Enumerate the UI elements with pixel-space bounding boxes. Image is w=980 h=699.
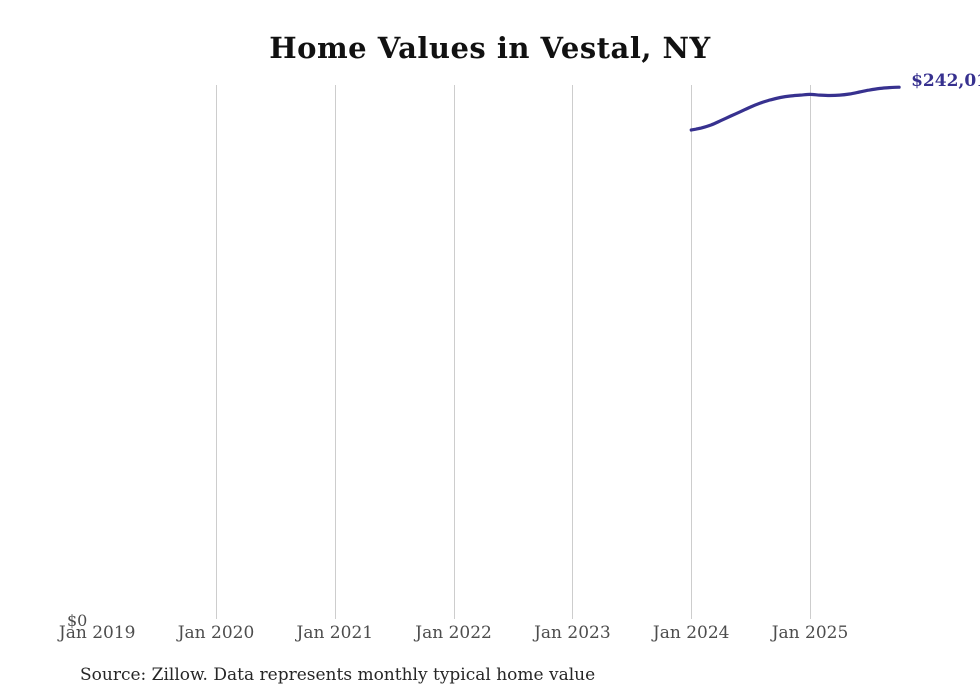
gridline bbox=[453, 85, 455, 619]
gridline bbox=[572, 85, 574, 619]
gridline bbox=[810, 85, 811, 619]
gridline bbox=[691, 85, 693, 619]
x-tick-label: Jan 2024 bbox=[652, 623, 730, 643]
gridline bbox=[216, 85, 217, 619]
home-value-series-line bbox=[689, 85, 901, 132]
x-tick-label: Jan 2021 bbox=[296, 623, 374, 643]
series-value-label: $242,013 bbox=[911, 71, 980, 92]
x-tick-label: Jan 2023 bbox=[534, 623, 611, 643]
source-note: Source: Zillow. Data represents monthly … bbox=[80, 665, 596, 685]
x-tick-label: Jan 2019 bbox=[58, 623, 136, 643]
chart-title: Home Values in Vestal, NY bbox=[269, 31, 711, 65]
x-tick-label: Jan 2020 bbox=[177, 623, 255, 643]
gridline bbox=[334, 85, 336, 619]
y-axis-zero-label: $0 bbox=[67, 611, 88, 630]
x-tick-label: Jan 2022 bbox=[415, 623, 492, 643]
x-tick-label: Jan 2025 bbox=[771, 623, 849, 643]
